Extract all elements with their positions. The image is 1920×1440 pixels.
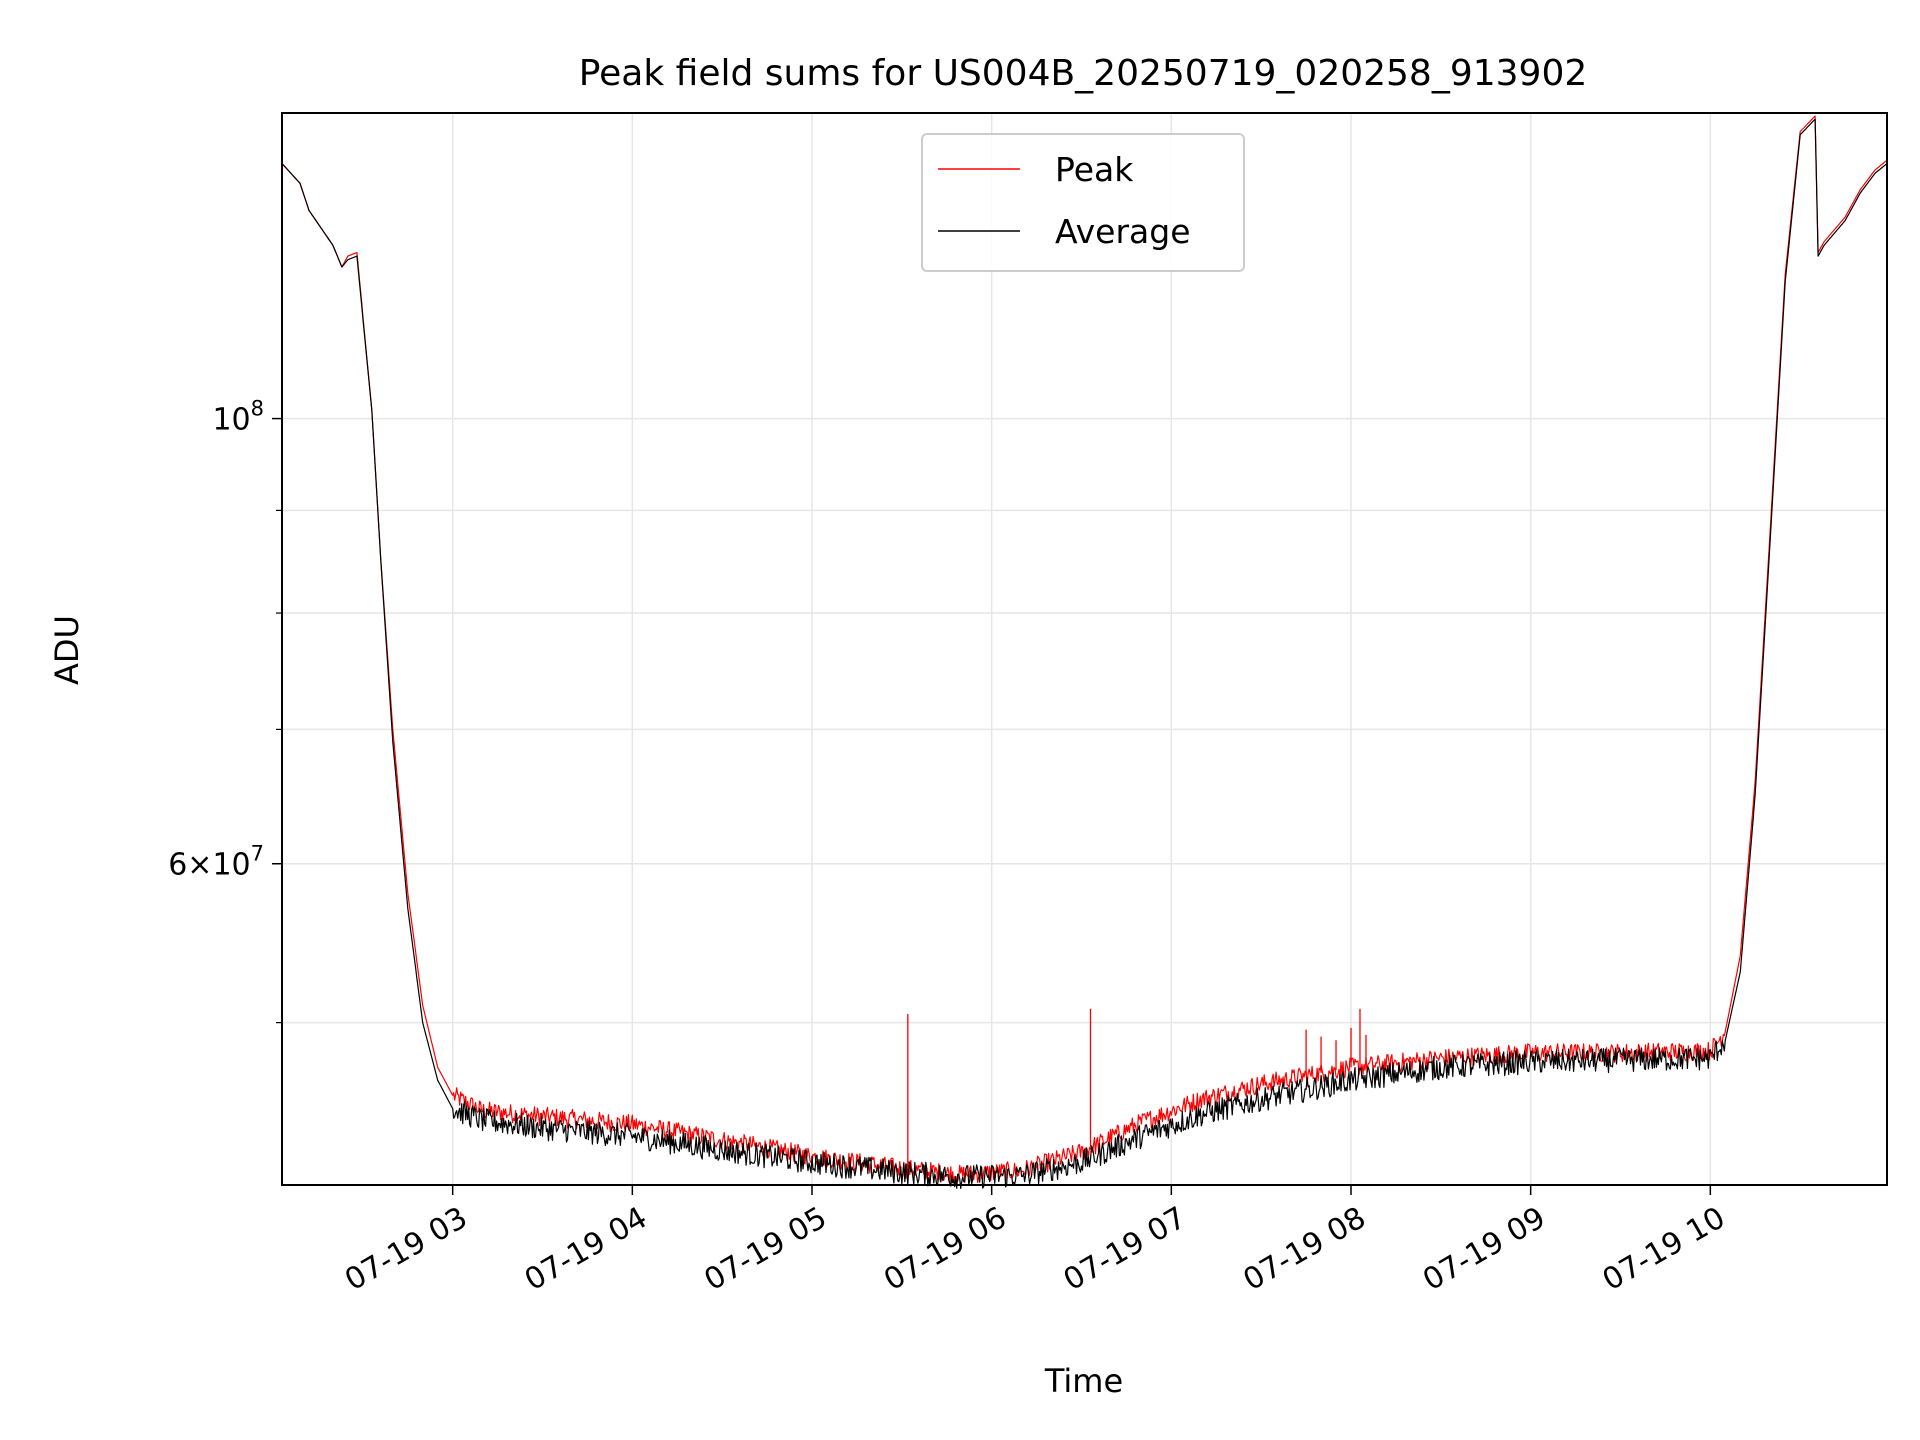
legend-label-peak: Peak: [1055, 150, 1134, 189]
series-layer: [281, 115, 1888, 1189]
y-axis: 6×107 108: [168, 397, 282, 1024]
axes-frame: [281, 112, 1888, 1186]
x-axis-label: Time: [1044, 1362, 1123, 1400]
y-axis-label: ADU: [48, 615, 86, 685]
grid: [282, 113, 1887, 1185]
legend: Peak Average: [921, 133, 1245, 272]
y-tick-label: 6×107: [168, 842, 264, 883]
average-series-line: [281, 118, 1888, 1189]
chart-title: Peak field sums for US004B_20250719_0202…: [579, 53, 1588, 94]
y-tick-label: 108: [212, 397, 264, 438]
legend-label-average: Average: [1055, 212, 1191, 251]
